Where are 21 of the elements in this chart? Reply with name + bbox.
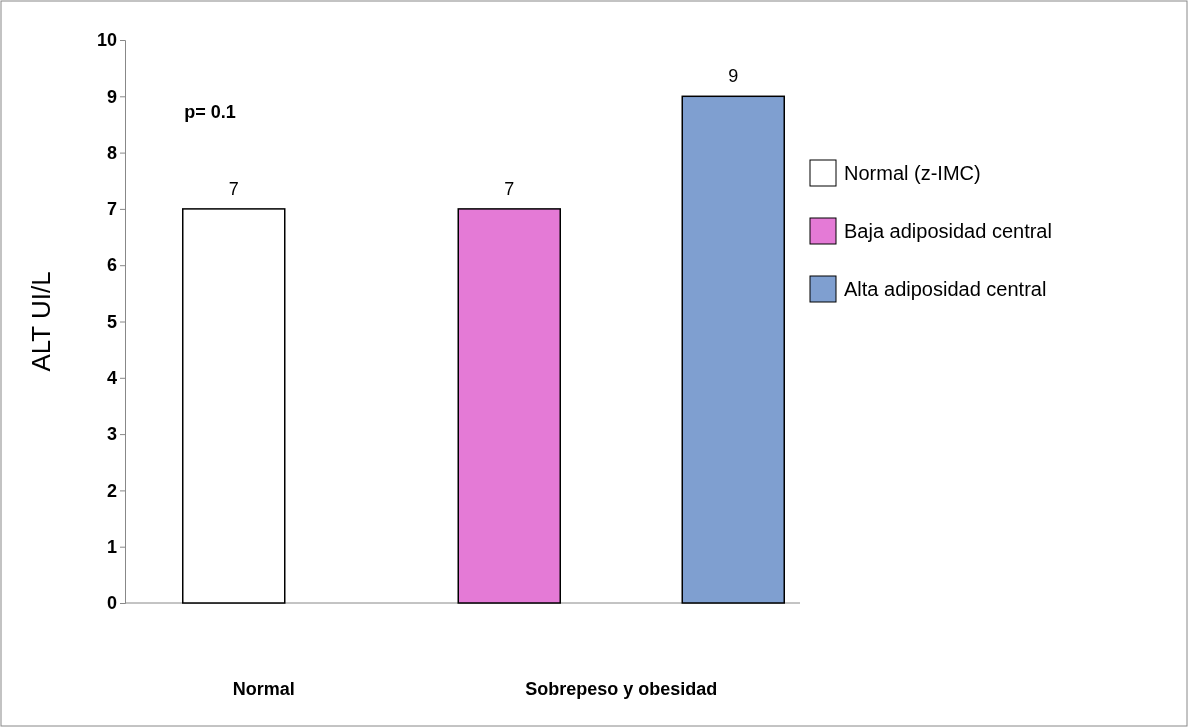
data-label: 7 <box>228 178 239 199</box>
y-tick-label: 5 <box>106 311 117 332</box>
y-tick-label: 6 <box>106 255 117 276</box>
y-tick-label: 4 <box>106 368 117 389</box>
data-label: 9 <box>728 66 739 87</box>
legend-label: Baja adiposidad central <box>844 220 1052 242</box>
y-tick-label: 7 <box>106 199 117 220</box>
y-axis-title: ALT UI/L <box>26 271 56 372</box>
y-tick-label: 2 <box>106 480 117 501</box>
x-tick-label: Sobrepeso y obesidad <box>525 679 718 699</box>
y-tick-label: 10 <box>96 30 117 51</box>
y-tick-label: 3 <box>106 424 117 445</box>
data-label: 7 <box>504 178 515 199</box>
y-tick-label: 1 <box>106 536 117 557</box>
annotation: p= 0.1 <box>184 102 236 122</box>
legend-label: Alta adiposidad central <box>844 278 1047 300</box>
x-tick-label: Normal <box>232 679 295 699</box>
legend-label: Normal (z-IMC) <box>844 162 981 184</box>
y-tick-label: 9 <box>106 86 117 107</box>
y-tick-label: 8 <box>106 142 117 163</box>
y-tick-label: 0 <box>106 593 117 614</box>
